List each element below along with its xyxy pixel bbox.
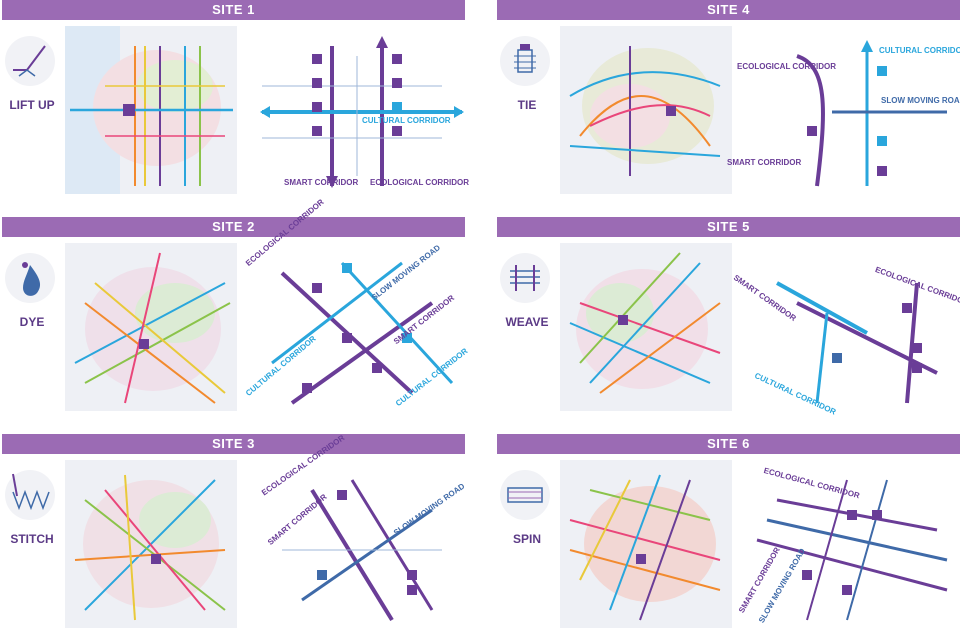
tie-icon xyxy=(500,36,550,86)
site-2-title: SITE 2 xyxy=(2,217,465,237)
site-3-diagram: ECOLOGICAL CORRIDOR SMART CORRIDOR SLOW … xyxy=(242,433,466,630)
site-6-panel: SITE 6 SPIN ECOLOGICAL CORRIDOR xyxy=(497,434,960,634)
site-4-operation-label: TIE xyxy=(517,98,537,112)
site-3-panel: SITE 3 STITCH ECOLOGICAL CORRIDOR SMAR xyxy=(2,433,466,634)
spin-icon xyxy=(500,470,550,520)
site-4-ecological-corridor-label: ECOLOGICAL CORRIDOR xyxy=(737,62,836,71)
site-1-title: SITE 1 xyxy=(2,0,465,20)
site-3-map xyxy=(65,460,237,628)
site-6-map xyxy=(560,460,732,628)
site-4-title: SITE 4 xyxy=(497,0,960,20)
site-1-panel: SITE 1 LIFT UP xyxy=(2,0,469,200)
site-4-panel: SITE 4 TIE ECOLOGICAL CORRIDOR CULTURA xyxy=(497,0,960,200)
dye-icon xyxy=(5,253,55,303)
site-4-slow-moving-road-label: SLOW MOVING ROAD xyxy=(881,96,960,105)
site-4-map xyxy=(560,26,732,194)
site-2-panel: SITE 2 DYE ECOLOGICAL CORRID xyxy=(2,197,469,417)
site-6-title: SITE 6 xyxy=(497,434,960,454)
site-5-operation-label: WEAVE xyxy=(505,315,549,329)
stitch-icon xyxy=(5,470,55,520)
site-5-diagram: SMART CORRIDOR ECOLOGICAL CORRIDOR CULTU… xyxy=(732,243,960,417)
site-1-smart-corridor-label: SMART CORRIDOR xyxy=(284,178,359,187)
site-4-smart-corridor-label: SMART CORRIDOR xyxy=(727,158,802,167)
site-6-operation-label: SPIN xyxy=(512,532,541,546)
site-2-map xyxy=(65,243,237,411)
site-2-operation-label: DYE xyxy=(19,315,45,329)
site-5-map xyxy=(560,243,732,411)
site-3-title: SITE 3 xyxy=(2,434,465,454)
site-5-panel: SITE 5 WEAVE SMART CORRIDOR ECOLOGICAL xyxy=(497,217,960,417)
site-4-diagram: ECOLOGICAL CORRIDOR CULTURAL CORRIDOR SL… xyxy=(727,26,960,196)
lift-up-icon xyxy=(5,36,55,86)
site-1-ecological-corridor-label: ECOLOGICAL CORRIDOR xyxy=(370,178,469,187)
site-1-operation-label: LIFT UP xyxy=(9,98,55,112)
site-1-map xyxy=(65,26,237,194)
site-1-cultural-corridor-label: CULTURAL CORRIDOR xyxy=(362,116,451,125)
weave-icon xyxy=(500,253,550,303)
site-3-operation-label: STITCH xyxy=(10,532,54,546)
site-5-title: SITE 5 xyxy=(497,217,960,237)
site-2-diagram: ECOLOGICAL CORRIDOR CULTURAL CORRIDOR SL… xyxy=(242,197,469,413)
site-4-cultural-corridor-label: CULTURAL CORRIDOR xyxy=(879,46,960,55)
site-1-diagram: SMART CORRIDOR ECOLOGICAL CORRIDOR CULTU… xyxy=(242,26,469,196)
site-6-diagram: ECOLOGICAL CORRIDOR SMART CORRIDOR SLOW … xyxy=(737,460,960,630)
